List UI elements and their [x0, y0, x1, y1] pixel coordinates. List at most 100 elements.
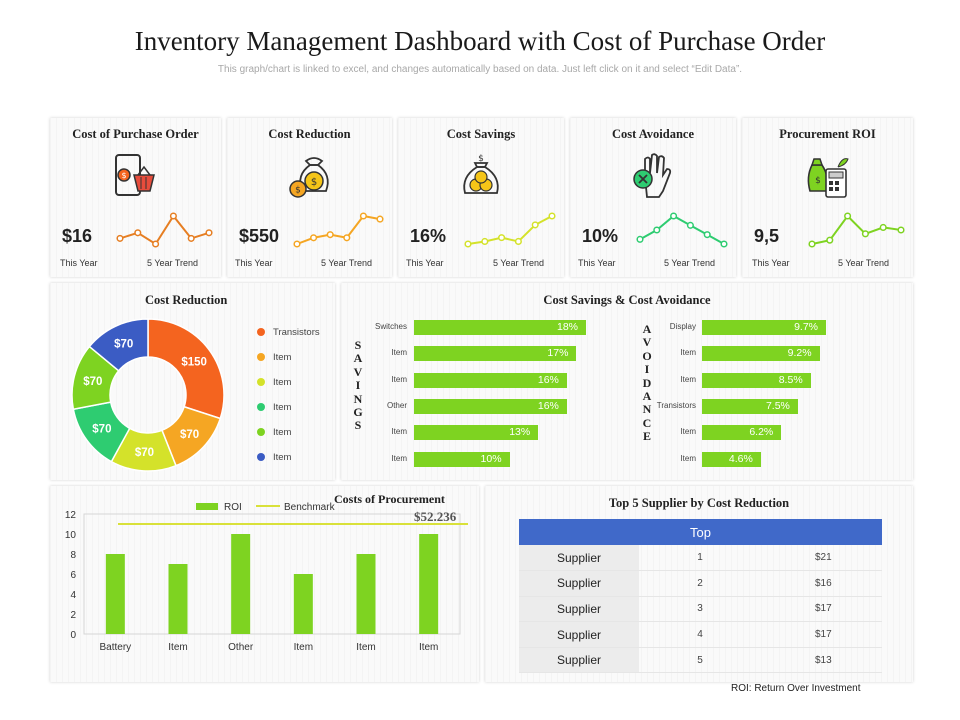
- bar-label: Item: [680, 453, 696, 463]
- sparkline-point: [703, 231, 711, 239]
- svg-text:$: $: [310, 177, 316, 188]
- svg-text:$: $: [815, 176, 821, 186]
- bar-value: 6.2%: [749, 426, 774, 439]
- bar: 9.7%: [702, 320, 826, 335]
- supplier-name: Supplier: [519, 596, 639, 623]
- donut-slice-label: $70: [180, 429, 199, 441]
- x-tick-label: Item: [356, 642, 375, 653]
- vertical-letter: A: [353, 351, 363, 366]
- bar-label: Item: [391, 348, 407, 358]
- kpi-card-cost-avoidance[interactable]: Cost Avoidance 10% This Year 5 Year Tren…: [570, 118, 736, 277]
- sparkline-point: [464, 240, 472, 248]
- y-tick-label: 4: [70, 590, 76, 601]
- roi-bar: [419, 534, 439, 634]
- vertical-letter: D: [642, 375, 652, 390]
- vertical-letter: I: [644, 362, 650, 377]
- legend-label: Transistors: [273, 327, 320, 338]
- kpi-card-cost-reduction[interactable]: Cost Reduction $ $ $550 This Year 5 Year…: [227, 118, 392, 277]
- bar-label: Display: [669, 322, 696, 331]
- x-tick-label: Item: [419, 642, 438, 653]
- table-row: Supplier 3 $17: [519, 596, 882, 623]
- sparkline-point: [531, 221, 539, 229]
- sparkline-point: [310, 234, 318, 242]
- bar: 18%: [414, 320, 586, 335]
- kpi-left-label: This Year: [578, 258, 616, 268]
- roi-bar: [293, 574, 313, 634]
- donut-slice: [88, 318, 149, 372]
- y-tick-label: 0: [70, 630, 76, 641]
- donut-slice-label: $150: [181, 356, 207, 368]
- legend-roi-label: ROI: [224, 502, 242, 513]
- bar: 10%: [414, 451, 510, 467]
- supplier-name: Supplier: [519, 621, 639, 648]
- kpi-value: 10%: [582, 226, 619, 246]
- bar-label: Switches: [374, 322, 407, 331]
- sparkline-point: [293, 240, 301, 248]
- coin-bag-icon: $: [463, 154, 499, 194]
- legend-benchmark-label: Benchmark: [284, 502, 336, 513]
- kpi-title: Cost of Purchase Order: [72, 127, 199, 141]
- kpi-card-procurement-roi[interactable]: Procurement ROI $ 9,5 This Year 5 Year T…: [742, 118, 913, 277]
- bar-label: Item: [391, 427, 407, 437]
- kpi-left-label: This Year: [60, 258, 98, 268]
- kpi-card-purchase-order[interactable]: Cost of Purchase Order $ $16 This Year 5…: [50, 118, 221, 277]
- legend-roi-swatch: [196, 503, 218, 510]
- vertical-letter: N: [642, 402, 652, 417]
- bar: 9.2%: [702, 346, 820, 362]
- sparkline-point: [844, 212, 852, 220]
- vertical-letter: V: [642, 335, 652, 350]
- supplier-name: Supplier: [519, 570, 639, 597]
- legend-item: Transistors: [257, 327, 320, 338]
- table-row: Supplier 5 $13: [519, 647, 882, 674]
- page-subtitle: This graph/chart is linked to excel, and…: [217, 64, 743, 75]
- bar-value: 16%: [537, 399, 559, 412]
- svg-text:$: $: [295, 186, 301, 196]
- kpi-trend-sparkline: [116, 212, 213, 248]
- table-header: Top: [519, 519, 882, 545]
- vertical-letter: A: [642, 322, 652, 336]
- kpi-right-label: 5 Year Trend: [321, 258, 373, 268]
- bar-value: 8.5%: [778, 373, 803, 386]
- kpi-left-label: This Year: [752, 258, 790, 268]
- bar: 8.5%: [702, 372, 811, 388]
- donut-slice-label: $70: [92, 424, 111, 436]
- sparkline-line: [811, 214, 902, 245]
- vertical-letter: I: [355, 378, 361, 393]
- panel-title: Cost Reduction: [145, 293, 228, 307]
- x-tick-label: Item: [294, 642, 313, 653]
- legend-item: Item: [257, 452, 291, 463]
- supplier-rank: 5: [639, 647, 761, 674]
- supplier-amount: $21: [761, 545, 882, 572]
- kpi-title: Cost Avoidance: [611, 127, 695, 141]
- y-tick-label: 8: [70, 550, 76, 561]
- bar-label: Item: [680, 348, 696, 358]
- legend-swatch: [257, 428, 265, 437]
- vertical-letter: A: [642, 389, 652, 404]
- bar-label: Item: [391, 374, 407, 384]
- chart-title: Costs of Procurement: [334, 492, 445, 506]
- x-tick-label: Item: [168, 642, 187, 653]
- table-row: Supplier 4 $17: [519, 621, 882, 648]
- legend-swatch: [257, 403, 265, 412]
- sparkline-line: [119, 214, 210, 246]
- y-tick-label: 2: [70, 610, 76, 621]
- kpi-value: $550: [239, 226, 280, 246]
- donut-slice-label: $70: [83, 376, 102, 388]
- bar-value: 10%: [480, 452, 502, 465]
- procurement-bar-chart: 0 2 4 6 8 10 12 Battery Item Other Item Item Item ROI…: [65, 492, 468, 653]
- kpi-title: Cost Savings: [446, 127, 516, 141]
- bar-value: 18%: [556, 321, 578, 333]
- vertical-letter: N: [353, 391, 363, 406]
- procurement-costs-panel: 0 2 4 6 8 10 12 Battery Item Other Item Item Item ROI…: [50, 486, 479, 682]
- chart-annotation: $52.236: [414, 509, 457, 524]
- supplier-amount: $16: [761, 570, 882, 597]
- sparkline-point: [826, 236, 834, 244]
- bar-value: 9.2%: [787, 347, 812, 360]
- kpi-trend-sparkline: [808, 212, 905, 248]
- sparkline-point: [481, 237, 489, 246]
- kpi-card-cost-savings[interactable]: Cost Savings $ 16% This Year 5 Year Tren…: [398, 118, 564, 277]
- y-tick-label: 6: [70, 570, 76, 581]
- donut-slice-label: $70: [135, 447, 154, 459]
